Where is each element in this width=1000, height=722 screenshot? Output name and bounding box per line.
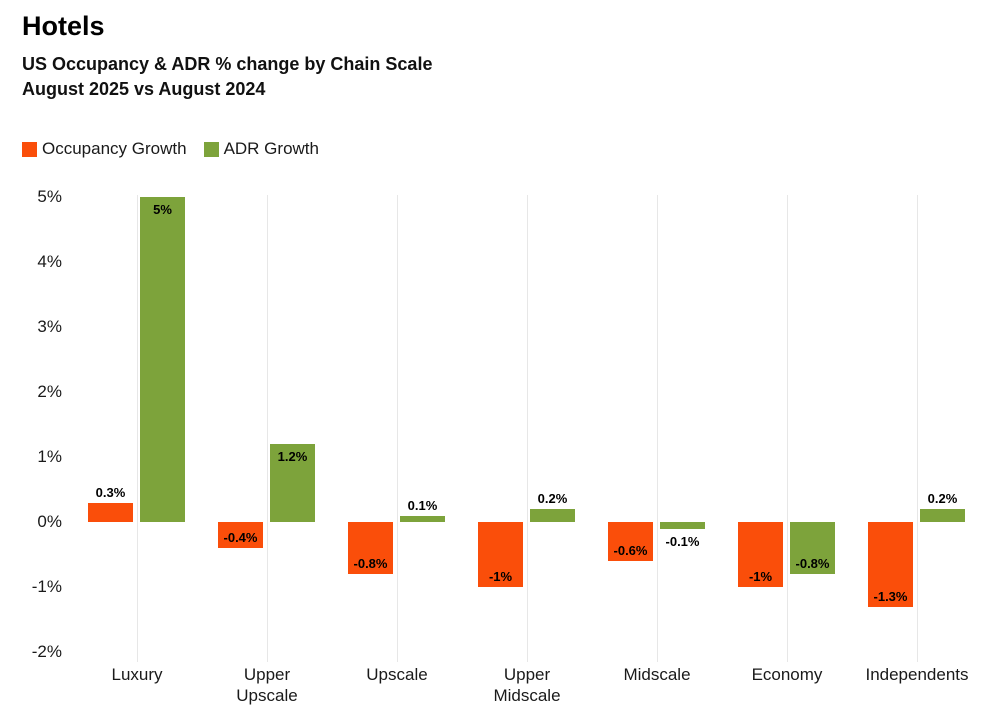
bar-adr-growth-upper-midscale	[530, 509, 575, 522]
bar-occupancy-growth-upscale	[348, 522, 393, 574]
bar-occupancy-growth-economy	[738, 522, 783, 587]
y-axis-label-3pct: 3%	[37, 317, 62, 336]
bar-adr-growth-upscale	[400, 515, 445, 522]
y-axis-label-0pct: 0%	[37, 512, 62, 531]
y-axis-label-2pct: 2%	[37, 382, 62, 401]
x-axis-label-independents: Independents	[865, 665, 969, 684]
data-label-occupancy-growth-independents: -1.3%	[873, 588, 908, 604]
chart-subtitle-line-1: US Occupancy & ADR % change by Chain Sca…	[22, 54, 433, 74]
y-axis-label-5pct: 5%	[37, 187, 62, 206]
category-gridline-upper-upscale	[267, 195, 268, 662]
data-label-adr-growth-economy: -0.8%	[795, 556, 830, 571]
bar-occupancy-growth-upper-upscale	[218, 522, 263, 548]
legend-label-adr-growth: ADR Growth	[223, 139, 319, 158]
category-gridline-economy	[787, 195, 788, 662]
category-gridline-upscale	[397, 195, 398, 662]
data-label-adr-growth-upper-upscale: 1.2%	[277, 449, 308, 464]
x-axis-label-upper-midscale: Upper Midscale	[493, 665, 561, 705]
x-axis-label-upscale: Upscale	[366, 665, 428, 684]
chart-subtitle-line-2: August 2025 vs August 2024	[22, 79, 266, 99]
legend-label-occupancy-growth: Occupancy Growth	[42, 139, 187, 158]
legend-item-adr-growth: ADR Growth	[203, 139, 319, 159]
bar-adr-growth-economy	[790, 522, 835, 574]
bar-occupancy-growth-midscale	[608, 522, 653, 561]
page-title: Hotels	[22, 11, 105, 41]
bar-occupancy-growth-upper-midscale	[478, 522, 523, 587]
data-label-adr-growth-independents: 0.2%	[927, 491, 958, 506]
x-axis-label-midscale: Midscale	[623, 665, 691, 684]
adr-growth-swatch-icon	[203, 141, 219, 157]
bar-adr-growth-upper-upscale	[270, 444, 315, 522]
x-axis-label-luxury: Luxury	[111, 665, 163, 684]
data-label-adr-growth-midscale: -0.1%	[665, 533, 700, 549]
data-label-adr-growth-upscale: 0.1%	[407, 497, 438, 513]
y-axis-label-1pct: 1%	[37, 447, 62, 466]
category-gridline-upper-midscale	[527, 195, 528, 662]
data-label-occupancy-growth-economy: -1%	[748, 569, 773, 584]
y-axis-label-4pct: 4%	[37, 252, 62, 271]
bar-adr-growth-independents	[920, 509, 965, 522]
chart-legend: Occupancy Growth ADR Growth	[22, 139, 319, 159]
bar-occupancy-growth-luxury	[88, 502, 133, 522]
data-label-occupancy-growth-midscale: -0.6%	[613, 543, 648, 558]
data-label-occupancy-growth-upscale: -0.8%	[353, 556, 388, 571]
y-axis-label-neg-1pct: -1%	[31, 577, 62, 596]
data-label-occupancy-growth-upper-upscale: -0.4%	[223, 530, 258, 545]
occupancy-growth-swatch-icon	[22, 141, 37, 157]
legend-item-occupancy-growth: Occupancy Growth	[22, 139, 187, 159]
bar-adr-growth-midscale	[660, 522, 705, 529]
x-axis-label-upper-upscale: Upper Upscale	[236, 665, 298, 705]
bar-occupancy-growth-independents	[868, 522, 913, 607]
y-axis-label-neg-2pct: -2%	[31, 642, 62, 661]
chart-subtitle: US Occupancy & ADR % change by Chain Sca…	[22, 52, 432, 102]
data-label-occupancy-growth-upper-midscale: -1%	[488, 569, 513, 584]
x-axis-label-economy: Economy	[751, 665, 823, 684]
data-label-adr-growth-luxury: 5%	[153, 202, 172, 217]
bar-adr-growth-luxury	[140, 197, 185, 522]
category-gridline-independents	[917, 195, 918, 662]
data-label-occupancy-growth-luxury: 0.3%	[95, 484, 126, 500]
category-gridline-midscale	[657, 195, 658, 662]
category-gridline-luxury	[137, 195, 138, 662]
data-label-adr-growth-upper-midscale: 0.2%	[537, 491, 568, 506]
